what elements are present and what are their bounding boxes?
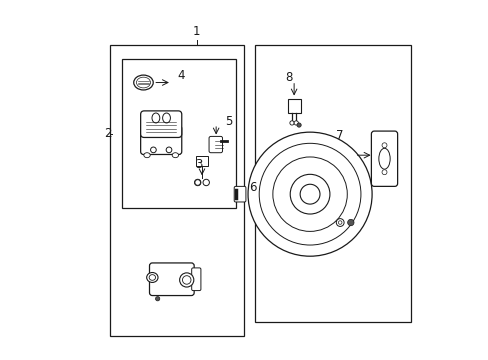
FancyBboxPatch shape <box>195 156 208 166</box>
Ellipse shape <box>166 147 171 153</box>
Ellipse shape <box>133 75 153 90</box>
Text: 8: 8 <box>285 71 292 84</box>
FancyBboxPatch shape <box>141 126 182 154</box>
Circle shape <box>293 121 298 125</box>
Text: 1: 1 <box>192 24 200 38</box>
Text: 5: 5 <box>224 115 232 128</box>
FancyBboxPatch shape <box>234 186 245 202</box>
Circle shape <box>290 174 329 214</box>
FancyBboxPatch shape <box>191 268 201 291</box>
Text: 4: 4 <box>177 69 184 82</box>
Ellipse shape <box>182 276 191 284</box>
FancyBboxPatch shape <box>141 111 182 138</box>
Text: 3: 3 <box>194 158 202 171</box>
Circle shape <box>381 170 386 175</box>
Circle shape <box>338 221 341 224</box>
FancyBboxPatch shape <box>149 263 194 296</box>
Circle shape <box>300 184 319 204</box>
Ellipse shape <box>150 147 156 153</box>
Circle shape <box>247 132 371 256</box>
Circle shape <box>336 219 344 226</box>
Ellipse shape <box>152 113 160 123</box>
Ellipse shape <box>163 113 170 123</box>
Circle shape <box>347 219 353 226</box>
Circle shape <box>296 123 301 127</box>
Circle shape <box>381 143 386 148</box>
Ellipse shape <box>143 153 150 158</box>
FancyBboxPatch shape <box>370 131 397 186</box>
Circle shape <box>289 121 293 125</box>
Bar <box>122 59 235 208</box>
Bar <box>110 45 244 336</box>
Ellipse shape <box>146 273 158 283</box>
Bar <box>255 45 410 322</box>
Ellipse shape <box>179 273 193 287</box>
FancyBboxPatch shape <box>287 99 300 113</box>
Ellipse shape <box>149 275 155 280</box>
Text: 7: 7 <box>336 129 343 142</box>
FancyBboxPatch shape <box>209 136 222 153</box>
Text: 2: 2 <box>104 127 112 140</box>
Ellipse shape <box>195 180 200 185</box>
Text: 6: 6 <box>249 181 257 194</box>
Circle shape <box>155 297 160 301</box>
Ellipse shape <box>172 153 178 158</box>
